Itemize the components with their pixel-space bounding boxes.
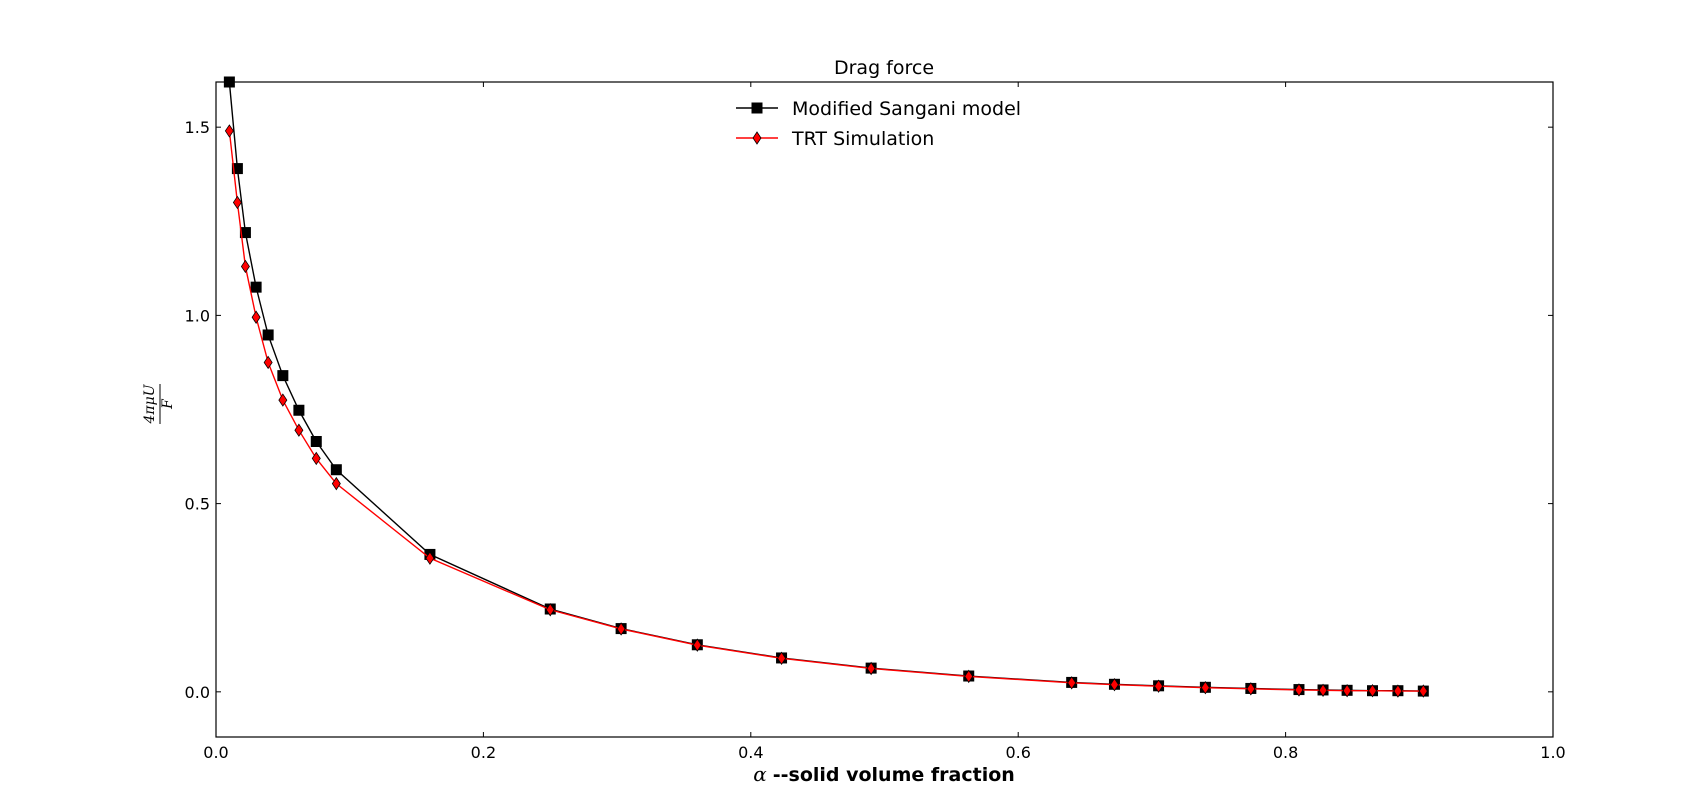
data-point xyxy=(964,669,974,684)
y-axis-label-denominator: F xyxy=(160,398,176,410)
data-point xyxy=(278,393,288,407)
data-point xyxy=(616,622,626,636)
plot-area-frame xyxy=(215,81,1554,738)
data-point xyxy=(545,603,555,617)
x-axis-label: α --solid volume fraction xyxy=(753,762,1015,786)
data-point xyxy=(1154,679,1164,693)
x-tick-label: 1.0 xyxy=(1540,743,1565,762)
y-tick-label: 0.5 xyxy=(185,495,210,514)
x-tick-label: 0.6 xyxy=(1005,743,1030,762)
x-tick-label: 0.2 xyxy=(471,743,496,762)
x-tick-label: 0.4 xyxy=(738,743,763,762)
data-point xyxy=(1368,683,1377,698)
data-point xyxy=(1342,683,1352,698)
x-tick-label: 0.0 xyxy=(203,743,228,762)
data-point xyxy=(1067,676,1077,690)
data-point xyxy=(331,476,341,491)
data-point xyxy=(692,638,702,652)
data-point xyxy=(262,329,274,341)
x-axis-label-symbol: α xyxy=(753,762,767,786)
data-point xyxy=(294,423,304,437)
y-axis-label: 4πμU F xyxy=(142,383,176,424)
data-point xyxy=(263,355,273,370)
data-point xyxy=(1294,683,1304,697)
data-point xyxy=(311,451,321,466)
data-point xyxy=(330,464,342,476)
data-point xyxy=(1418,684,1428,698)
legend-marker xyxy=(751,102,763,114)
data-point xyxy=(866,661,876,676)
x-axis-label-text: --solid volume fraction xyxy=(773,764,1015,786)
data-point xyxy=(293,404,305,416)
data-point xyxy=(1318,683,1328,698)
legend-label: TRT Simulation xyxy=(791,128,934,150)
series-1 xyxy=(224,124,1428,698)
data-point xyxy=(232,195,242,210)
data-point xyxy=(1246,682,1256,696)
axis-tick-labels: 0.0 0.2 0.4 0.6 0.8 1.0 0.0 0.5 1.0 1.5 xyxy=(185,118,1566,762)
y-axis-label-numerator: 4πμU xyxy=(142,383,158,424)
data-point xyxy=(310,435,322,447)
data-point xyxy=(277,370,289,382)
data-point xyxy=(1109,677,1119,692)
data-point xyxy=(239,227,251,239)
legend-marker xyxy=(752,131,762,145)
data-point xyxy=(777,651,787,666)
data-point xyxy=(240,259,250,274)
data-point xyxy=(1393,684,1403,698)
legend-label: Modified Sangani model xyxy=(792,98,1021,120)
data-point xyxy=(231,163,243,175)
chart-title: Drag force xyxy=(834,57,934,79)
data-point xyxy=(425,551,435,565)
data-point xyxy=(251,310,261,324)
y-tick-label: 0.0 xyxy=(185,683,210,702)
data-point xyxy=(250,281,262,293)
legend: Modified Sangani model TRT Simulation xyxy=(736,98,1021,150)
data-point xyxy=(1200,680,1210,695)
x-tick-label: 0.8 xyxy=(1273,743,1298,762)
data-point xyxy=(224,124,234,138)
y-tick-label: 1.0 xyxy=(185,306,210,325)
y-tick-label: 1.5 xyxy=(185,118,210,137)
